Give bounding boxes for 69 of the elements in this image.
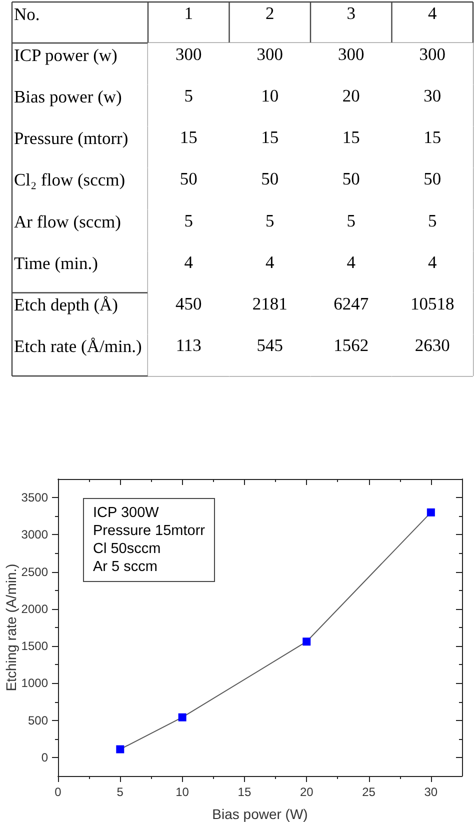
y-tick-label: 3000	[21, 528, 48, 542]
y-tick-label: 2500	[21, 564, 48, 579]
data-label: 5	[184, 85, 194, 106]
x-tick-label: 1	[184, 3, 193, 23]
point	[302, 638, 311, 646]
data-label: 50	[424, 168, 442, 189]
annotation: Pressure 15mtorr	[93, 523, 206, 539]
data-label: 2181	[252, 294, 288, 314]
data-label: 20	[342, 85, 360, 106]
y-tick-label: 1500	[21, 639, 48, 654]
data-label: 300	[419, 44, 446, 64]
x-tick-label: 4	[428, 3, 437, 23]
data-label: 5	[184, 210, 194, 230]
x-axis-title: Bias power (W)	[212, 806, 308, 822]
y-tick-label: Etch rate (Å/min.)	[14, 336, 142, 356]
data-label: 113	[176, 335, 202, 356]
data-label: 15	[261, 127, 279, 147]
x-tick-label: 20	[300, 785, 314, 799]
data-label: 10	[261, 85, 279, 106]
data-label: 10518	[410, 294, 454, 314]
data-label: 300	[256, 44, 284, 64]
annotation: ICP 300W	[93, 505, 160, 521]
data-label: 5	[266, 210, 274, 230]
y-tick-label: Bias power (w)	[14, 86, 122, 106]
x-tick-label: 30	[424, 785, 438, 799]
data-label: 6247	[334, 294, 369, 314]
data-label: 300	[176, 44, 202, 64]
point	[178, 713, 186, 722]
data-label: 15	[424, 127, 442, 147]
y-tick-label: Pressure (mtorr)	[14, 128, 128, 148]
annotation: Ar 5 sccm	[93, 559, 158, 575]
x-tick-label: 25	[362, 785, 376, 799]
y-tick-label: ICP power (w)	[14, 44, 118, 65]
data-label: 15	[180, 127, 198, 147]
y-tick-label: 1000	[21, 676, 48, 690]
data-label: 1562	[334, 335, 369, 356]
x-tick-label: 3	[346, 3, 356, 23]
data-label: 50	[261, 168, 279, 189]
x-tick-label: 15	[238, 785, 252, 799]
x-tick-label: 2	[266, 3, 274, 23]
y-tick-label: 0	[41, 750, 48, 764]
y-tick-label: Ar flow (sccm)	[14, 211, 122, 232]
data-label: 545	[256, 335, 284, 356]
data-label: 300	[338, 44, 364, 64]
x-tick-label: 5	[116, 785, 124, 799]
y-tick-label: Time (min.)	[14, 252, 98, 273]
data-label: 50	[180, 168, 198, 189]
data-label: 15	[342, 127, 360, 147]
y-axis-title: Etching rate (A/min.)	[3, 564, 19, 692]
x-tick-label: 10	[176, 785, 190, 799]
data-label: 4	[346, 252, 356, 272]
data-label: 2630	[414, 335, 450, 356]
data-label: 30	[424, 85, 442, 106]
data-label: 450	[176, 294, 202, 314]
y-tick-label: 500	[28, 713, 48, 728]
data-label: 50	[342, 168, 360, 189]
y-tick-label: Cl₂ flow (sccm)	[14, 170, 126, 190]
data-label: 5	[346, 210, 356, 230]
point	[116, 745, 124, 754]
x-axis-title: No.	[14, 4, 40, 24]
annotation: Cl 50sccm	[93, 541, 161, 557]
y-tick-label: 2000	[21, 602, 48, 616]
data-label: 4	[428, 252, 437, 272]
data-label: 4	[184, 252, 194, 272]
y-tick-label: Etch depth (Å)	[14, 294, 118, 315]
data-label: 4	[266, 252, 274, 272]
data-label: 5	[428, 210, 437, 230]
y-tick-label: 3500	[21, 490, 48, 505]
point	[426, 508, 435, 516]
